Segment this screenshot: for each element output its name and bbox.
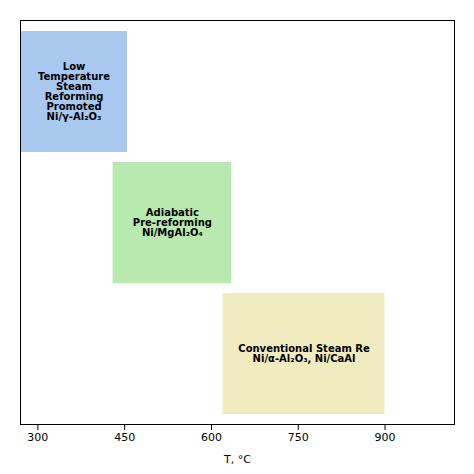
svg-text:750: 750 [288,431,309,444]
svg-text:900: 900 [375,431,396,444]
svg-text:450: 450 [114,431,135,444]
svg-text:T, °C: T, °C [223,453,251,466]
svg-text:300: 300 [27,431,48,444]
svg-text:600: 600 [201,431,222,444]
svg-text:AdiabaticPre-reformingNi/MgAl₂: AdiabaticPre-reformingNi/MgAl₂O₄ [133,207,212,238]
svg-text:Conventional Steam ReNi/α-Al₂O: Conventional Steam ReNi/α-Al₂O₃, Ni/CaAl [238,343,370,364]
svg-text:LowTemperatureSteamReformingPr: LowTemperatureSteamReformingPromotedNi/γ… [38,61,110,122]
